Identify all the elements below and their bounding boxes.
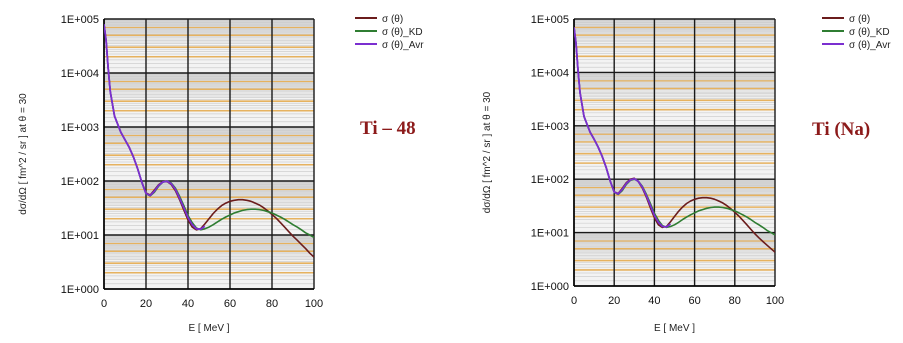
- series-line-3: [574, 27, 672, 228]
- x-tick-label: 20: [140, 298, 152, 310]
- y-tick-label: 1E+005: [61, 14, 99, 26]
- y-tick-label: 1E+002: [531, 174, 569, 186]
- legend-label: σ (θ): [382, 14, 403, 25]
- y-tick-label: 1E+002: [61, 176, 99, 188]
- series-lines: [574, 27, 775, 253]
- y-tick-label: 1E+005: [531, 14, 569, 26]
- element-annotation: Ti – 48: [360, 118, 416, 139]
- chart-panel-1: 1E+000 1E+001 1E+002 1E+003 1E+004 1E+005 0 20 4…: [18, 14, 424, 334]
- x-tick-label: 100: [766, 295, 784, 307]
- series-lines: [104, 24, 314, 258]
- legend-label: σ (θ)_KD: [382, 27, 423, 38]
- x-tick-label: 0: [571, 295, 577, 307]
- x-tick-label: 20: [608, 295, 620, 307]
- plot-area: [574, 19, 775, 286]
- x-tick-label: 40: [182, 298, 194, 310]
- tick-labels: 1E+000 1E+001 1E+002 1E+003 1E+004 1E+005 0 20 4…: [531, 14, 784, 307]
- y-axis-title: dσ/dΩ [ fm^2 / sr ] at θ = 30: [18, 93, 29, 215]
- x-axis-title: E [ MeV ]: [654, 323, 695, 334]
- x-tick-label: 80: [729, 295, 741, 307]
- grid-lines: [573, 18, 776, 287]
- chart-panel-2: 1E+000 1E+001 1E+002 1E+003 1E+004 1E+005 0 20 4…: [482, 14, 891, 334]
- y-tick-label: 1E+000: [531, 281, 569, 293]
- x-tick-label: 80: [266, 298, 278, 310]
- legend-label: σ (θ)_Avr: [382, 40, 424, 51]
- y-tick-label: 1E+003: [531, 121, 569, 133]
- element-annotation: Ti (Na): [812, 119, 870, 140]
- y-tick-label: 1E+000: [61, 284, 99, 296]
- x-tick-label: 60: [688, 295, 700, 307]
- legend: σ (θ) σ (θ)_KD σ (θ)_Avr: [355, 14, 424, 51]
- legend-label: σ (θ): [849, 14, 870, 25]
- legend-label: σ (θ)_KD: [849, 27, 890, 38]
- tick-labels: 1E+000 1E+001 1E+002 1E+003 1E+004 1E+005 0 20 4…: [61, 14, 323, 310]
- series-line-3: [104, 24, 206, 231]
- x-tick-label: 100: [305, 298, 323, 310]
- x-tick-label: 60: [224, 298, 236, 310]
- y-tick-label: 1E+001: [61, 230, 99, 242]
- plot-area: [104, 19, 314, 289]
- legend-label: σ (θ)_Avr: [849, 40, 891, 51]
- y-tick-label: 1E+001: [531, 228, 569, 240]
- grid-lines: [103, 18, 315, 290]
- y-tick-label: 1E+003: [61, 122, 99, 134]
- legend: σ (θ) σ (θ)_KD σ (θ)_Avr: [822, 14, 891, 51]
- y-tick-label: 1E+004: [61, 68, 99, 80]
- x-tick-label: 0: [101, 298, 107, 310]
- y-tick-label: 1E+004: [531, 67, 569, 79]
- x-tick-label: 40: [648, 295, 660, 307]
- x-axis-title: E [ MeV ]: [188, 323, 229, 334]
- y-axis-title: dσ/dΩ [ fm^2 / sr ] at θ = 30: [482, 91, 493, 213]
